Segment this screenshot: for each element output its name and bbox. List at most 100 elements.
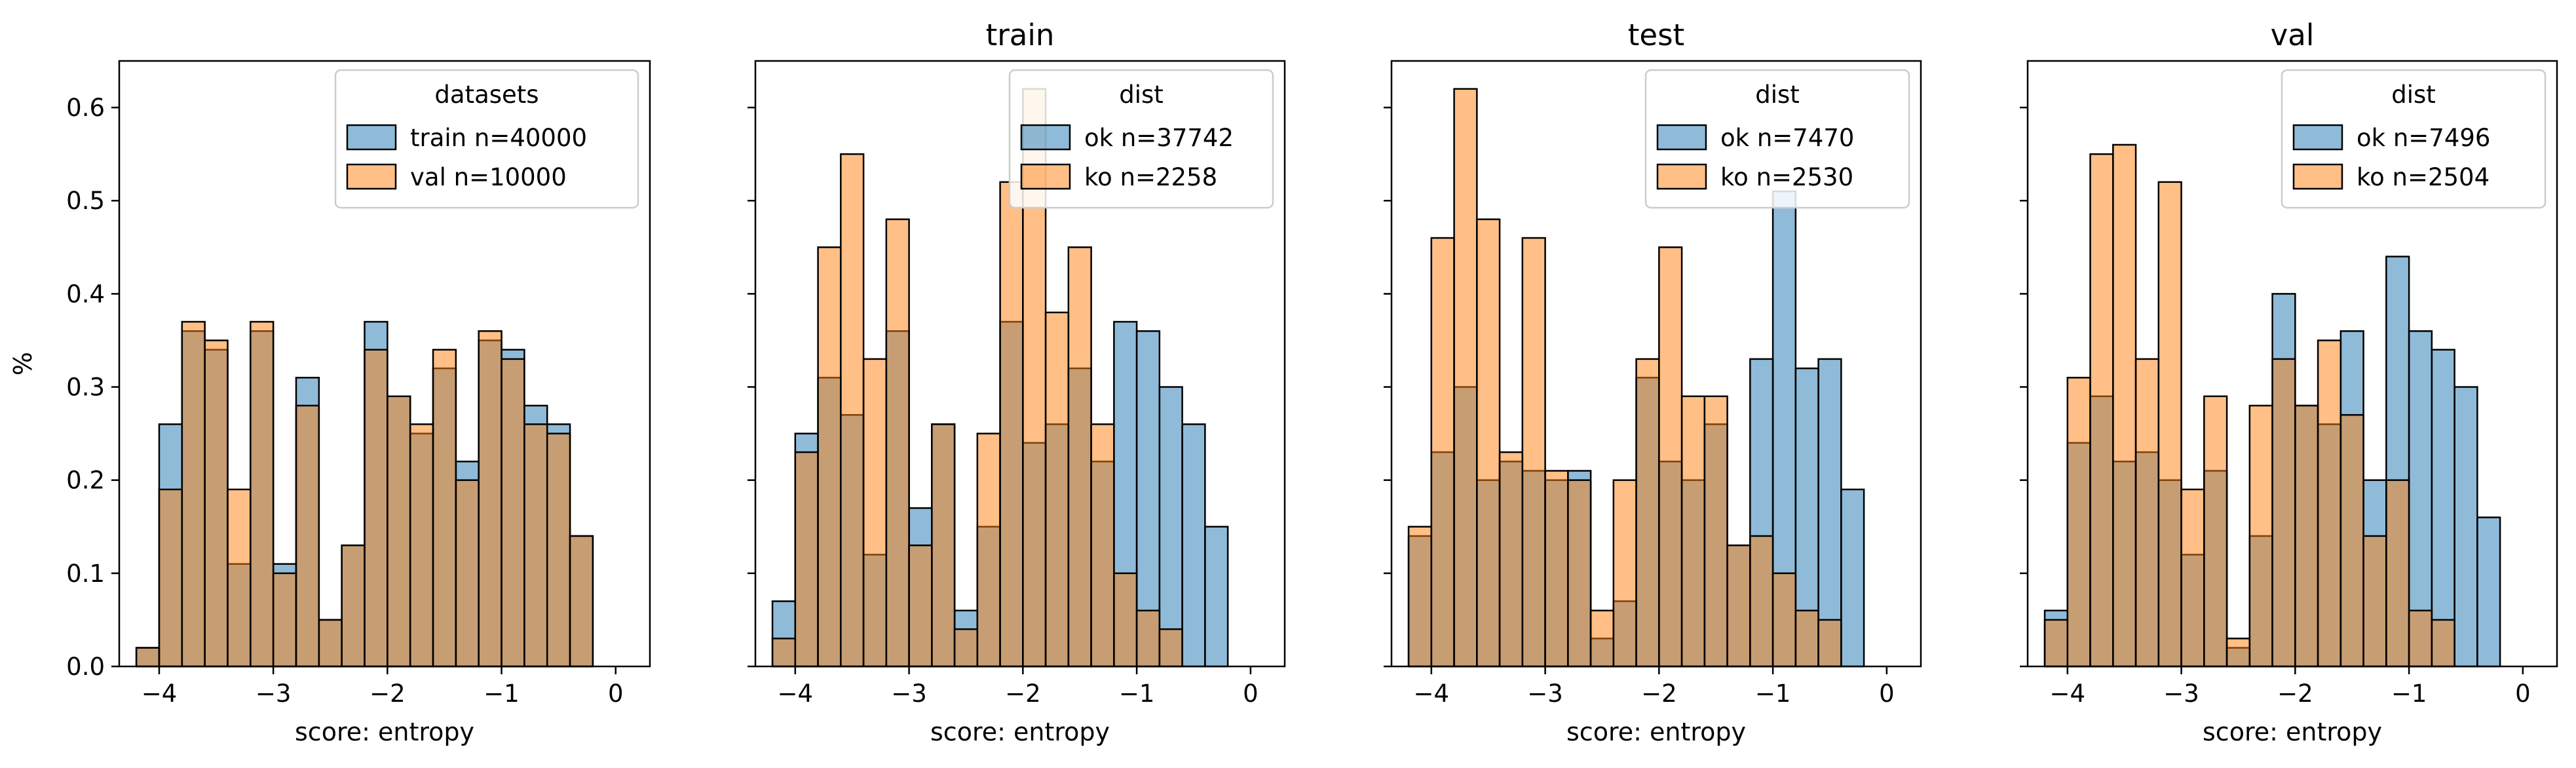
bar-b <box>1635 358 1660 668</box>
bar-b <box>1612 479 1637 668</box>
legend-swatch <box>2292 163 2343 190</box>
legend: dist ok n=37742 ko n=2258 <box>1008 69 1274 209</box>
bar-b <box>840 153 865 668</box>
bar-b <box>295 404 320 668</box>
bar-b <box>2408 609 2433 668</box>
bar-b <box>2203 395 2228 668</box>
x-tick-label: −2 <box>2277 680 2313 708</box>
legend-swatch <box>1656 124 1707 151</box>
panels: −4 −3 −2 −1 0 0.0 0.1 0.2 0.3 0.4 0.5 0.6 score: ent… <box>66 18 2558 746</box>
legend-swatch <box>2292 124 2343 151</box>
legend-entry: ok n=7496 <box>2357 124 2490 152</box>
bar-b <box>1044 311 1070 668</box>
x-axis-label: score: entropy <box>295 718 474 746</box>
bar-b <box>1407 526 1433 668</box>
bar-b <box>2066 377 2091 668</box>
legend-entry: ok n=7470 <box>1720 124 1854 152</box>
bar-b <box>1794 609 1819 668</box>
y-axis-label: % <box>9 352 37 375</box>
bar-b <box>2157 181 2182 668</box>
bar-b <box>387 395 411 668</box>
bar-b <box>931 423 956 668</box>
legend: dist ok n=7496 ko n=2504 <box>2281 69 2547 209</box>
bar-b <box>1658 246 1683 668</box>
bar-b <box>1135 609 1161 668</box>
bar-b <box>204 339 229 668</box>
x-tick-label: −3 <box>891 680 927 708</box>
x-tick-label: −1 <box>1755 680 1791 708</box>
bar-b <box>999 181 1024 668</box>
bar-b <box>2089 153 2114 668</box>
legend-box <box>1644 69 1910 209</box>
x-tick-label: −4 <box>778 680 814 708</box>
bar-b <box>2317 339 2342 668</box>
x-tick-label: 0 <box>2515 680 2531 708</box>
bar-b <box>478 330 502 668</box>
bar-b <box>546 432 571 668</box>
bar-b <box>432 349 457 668</box>
axes-frame <box>118 60 651 668</box>
bar-b <box>1771 572 1797 668</box>
bar-b <box>794 451 819 668</box>
bar-b <box>1521 237 1546 668</box>
x-tick-label: −4 <box>1414 680 1450 708</box>
bar-a <box>1204 526 1229 668</box>
bar-b <box>364 349 388 668</box>
legend-title: dist <box>1119 81 1164 109</box>
y-tick-label: 0.1 <box>66 560 105 588</box>
legend-swatch <box>346 163 397 190</box>
y-tick-label: 0.5 <box>66 187 105 215</box>
bar-a <box>1181 423 1206 668</box>
bar-b <box>1090 423 1115 668</box>
x-tick-label: −1 <box>2391 680 2427 708</box>
bar-b <box>953 628 979 668</box>
legend-swatch <box>1656 163 1707 190</box>
x-tick-label: 0 <box>1879 680 1895 708</box>
bar-b <box>501 358 525 668</box>
bar-b <box>1476 218 1501 668</box>
bar-b <box>1544 470 1569 668</box>
axes-frame <box>2026 60 2558 668</box>
x-tick-label: 0 <box>608 680 624 708</box>
y-tick-label: 0.6 <box>66 94 105 122</box>
legend-entry: train n=40000 <box>410 124 587 152</box>
bar-b <box>2431 619 2455 668</box>
bar-b <box>1817 619 1842 668</box>
y-tick-label: 0.2 <box>66 467 105 495</box>
panel-title: test <box>1628 18 1684 52</box>
bar-b <box>2248 404 2273 668</box>
panel-title: val <box>2271 18 2315 52</box>
bar-b <box>272 572 297 668</box>
bar-b <box>1453 88 1478 668</box>
bar-a <box>2453 386 2478 668</box>
bar-b <box>250 320 275 668</box>
bar-b <box>1749 535 1774 668</box>
legend-entry: ko n=2504 <box>2357 163 2490 191</box>
bar-b <box>908 544 933 668</box>
legend: dist ok n=7470 ko n=2530 <box>1644 69 1910 209</box>
bar-b <box>1067 246 1092 668</box>
bar-b <box>2362 535 2387 668</box>
bar-b <box>409 423 434 668</box>
bar-b <box>862 358 888 668</box>
bar-b <box>1680 395 1706 668</box>
legend-title: datasets <box>434 81 539 109</box>
axes-frame <box>1390 60 1922 668</box>
bar-b <box>1726 544 1751 668</box>
bar-a <box>1840 488 1865 668</box>
bar-b <box>1158 628 1183 668</box>
bar-b <box>227 488 252 668</box>
panel-title: train <box>986 18 1055 52</box>
bar-b <box>2134 358 2160 668</box>
bar-b <box>135 647 161 668</box>
bar-a <box>1817 358 1842 668</box>
y-tick-label: 0.3 <box>66 374 105 402</box>
x-tick-label: −2 <box>1005 680 1041 708</box>
legend-title: dist <box>2391 81 2436 109</box>
bar-a <box>2431 349 2455 668</box>
x-axis-label: score: entropy <box>2203 718 2382 746</box>
bar-b <box>455 479 480 668</box>
legend-box <box>334 69 639 209</box>
bar-b <box>2180 488 2205 668</box>
y-tick-label: 0.4 <box>66 280 105 308</box>
